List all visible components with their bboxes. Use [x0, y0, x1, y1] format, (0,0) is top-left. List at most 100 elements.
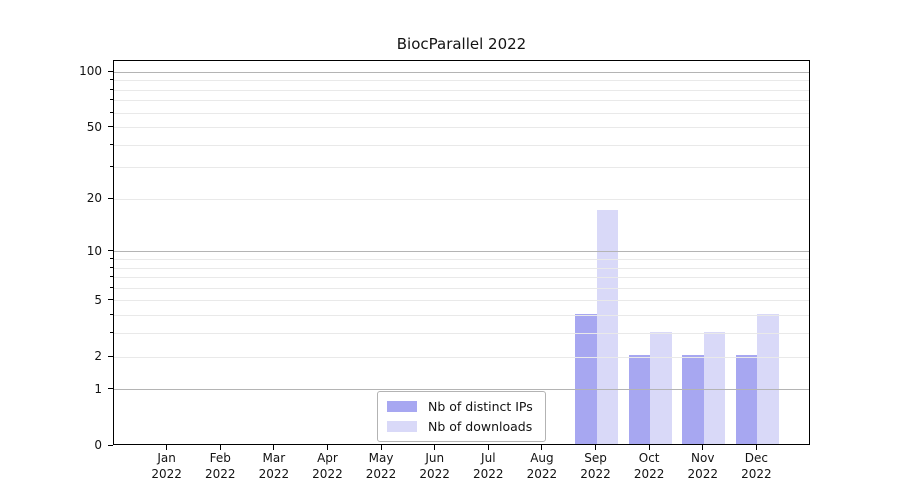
y-minor-tick-3 — [110, 332, 113, 334]
gridline-minor-9 — [114, 259, 809, 260]
x-tick-year-may: 2022 — [365, 467, 397, 481]
x-tick-label-mar: Mar 2022 — [244, 450, 304, 482]
gridline-minor-20 — [114, 198, 809, 200]
legend-item-downloads: Nb of downloads — [387, 417, 533, 436]
x-tick-aug — [541, 445, 543, 450]
x-tick-label-jul: Jul 2022 — [458, 450, 518, 482]
plot-area — [113, 60, 810, 445]
y-tick-1 — [108, 388, 113, 390]
legend-swatch-downloads — [387, 421, 417, 432]
x-tick-year-nov: 2022 — [687, 467, 719, 481]
y-tick-0 — [108, 444, 113, 446]
y-tick-label-100: 100 — [79, 64, 102, 79]
x-tick-label-aug: Aug 2022 — [512, 450, 572, 482]
y-minor-tick-50 — [110, 126, 113, 128]
gridline-minor-8 — [114, 267, 809, 269]
legend-label-downloads: Nb of downloads — [428, 419, 533, 434]
x-tick-year-mar: 2022 — [258, 467, 290, 481]
gridline-major-10 — [114, 251, 809, 253]
y-tick-label-20: 20 — [86, 191, 102, 206]
y-minor-tick-9 — [110, 258, 113, 259]
legend-item-distinct-ips: Nb of distinct IPs — [387, 397, 533, 416]
x-tick-may — [380, 445, 382, 450]
y-minor-tick-90 — [110, 79, 113, 81]
legend: Nb of distinct IPs Nb of downloads — [377, 391, 546, 442]
legend-label-distinct-ips: Nb of distinct IPs — [428, 399, 533, 414]
x-tick-apr — [326, 445, 328, 450]
x-tick-label-apr: Apr 2022 — [297, 450, 357, 482]
x-tick-oct — [648, 445, 650, 450]
y-minor-tick-6 — [110, 286, 113, 288]
gridline-minor-30 — [114, 167, 809, 169]
y-minor-tick-2 — [110, 355, 113, 357]
x-tick-year-jun: 2022 — [419, 467, 450, 481]
bar-distinct-ips-nov — [682, 355, 704, 444]
y-minor-tick-20 — [110, 197, 113, 199]
gridline-minor-90 — [114, 80, 809, 82]
x-tick-label-sep: Sep 2022 — [566, 450, 626, 482]
gridline-minor-70 — [114, 100, 809, 102]
bar-distinct-ips-dec — [735, 355, 758, 444]
gridline-minor-7 — [114, 277, 809, 279]
gridline-minor-2 — [114, 356, 809, 358]
chart-title: BiocParallel 2022 — [396, 35, 527, 53]
bar-downloads-dec — [757, 313, 779, 444]
x-tick-year-feb: 2022 — [204, 467, 236, 481]
x-tick-label-dec: Dec 2022 — [726, 450, 786, 482]
y-minor-tick-8 — [110, 266, 113, 268]
gridline-minor-4 — [114, 315, 809, 317]
gridline-minor-60 — [114, 112, 809, 114]
y-tick-label-0: 0 — [94, 438, 102, 452]
x-tick-year-jan: 2022 — [151, 467, 182, 481]
x-tick-jun — [434, 445, 436, 450]
x-tick-year-sep: 2022 — [580, 467, 611, 481]
x-tick-jul — [487, 445, 489, 450]
gridline-minor-40 — [114, 144, 809, 146]
y-tick-10 — [108, 250, 113, 252]
x-tick-label-jun: Jun 2022 — [405, 450, 465, 482]
y-tick-label-5: 5 — [94, 292, 102, 307]
gridline-minor-6 — [114, 287, 809, 289]
x-tick-year-dec: 2022 — [741, 467, 772, 481]
gridline-minor-50 — [114, 127, 809, 129]
y-minor-tick-80 — [110, 88, 113, 90]
x-tick-year-aug: 2022 — [526, 467, 558, 481]
gridline-major-100 — [114, 71, 809, 73]
x-tick-label-feb: Feb 2022 — [190, 450, 250, 482]
y-tick-label-2: 2 — [94, 349, 102, 364]
x-tick-sep — [595, 445, 597, 450]
bar-downloads-nov — [703, 331, 726, 444]
y-minor-tick-4 — [110, 314, 113, 316]
x-tick-label-may: May 2022 — [351, 450, 411, 482]
x-tick-dec — [755, 445, 757, 450]
bar-downloads-oct — [650, 331, 672, 444]
bar-distinct-ips-oct — [628, 355, 651, 444]
x-tick-mar — [273, 445, 275, 450]
x-tick-label-oct: Oct 2022 — [619, 450, 679, 482]
y-minor-tick-60 — [110, 111, 113, 113]
x-tick-label-nov: Nov 2022 — [673, 450, 733, 482]
y-minor-tick-30 — [110, 166, 113, 168]
y-tick-100 — [108, 70, 113, 72]
x-tick-label-jan: Jan 2022 — [137, 450, 197, 482]
legend-swatch-distinct-ips — [387, 401, 417, 412]
x-tick-year-oct: 2022 — [633, 467, 665, 481]
bar-downloads-sep — [596, 209, 618, 444]
y-minor-tick-5 — [110, 299, 113, 301]
x-tick-nov — [702, 445, 704, 450]
gridline-minor-80 — [114, 89, 809, 91]
x-tick-year-jul: 2022 — [473, 467, 504, 481]
y-minor-tick-7 — [110, 276, 113, 278]
y-minor-tick-40 — [110, 143, 113, 145]
x-tick-jan — [166, 445, 168, 450]
gridline-minor-5 — [114, 300, 809, 302]
gridline-minor-3 — [114, 333, 809, 335]
y-tick-label-50: 50 — [86, 119, 102, 134]
x-tick-feb — [219, 445, 221, 450]
gridline-major-1 — [114, 389, 809, 391]
y-minor-tick-70 — [110, 99, 113, 101]
y-tick-label-1: 1 — [94, 381, 102, 396]
x-tick-year-apr: 2022 — [312, 467, 343, 481]
bar-distinct-ips-sep — [575, 313, 597, 444]
